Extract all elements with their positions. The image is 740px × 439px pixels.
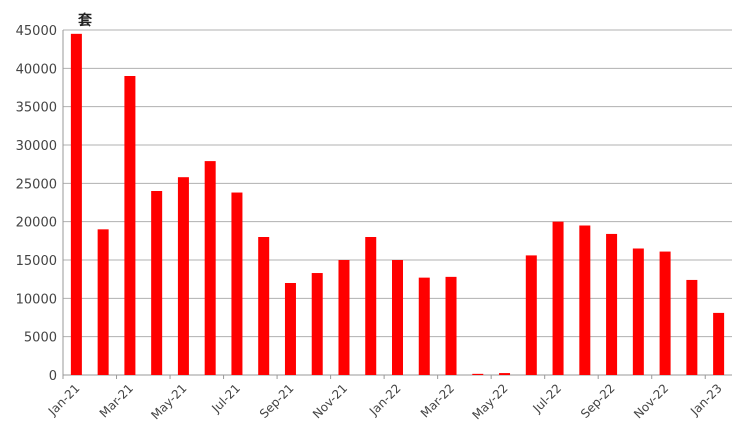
bar-May-22 bbox=[499, 373, 511, 375]
bar-Oct-21 bbox=[311, 273, 323, 375]
y-tick-label: 25000 bbox=[16, 177, 57, 192]
x-tick-label: Jul-22 bbox=[529, 381, 564, 416]
x-tick-label: Sep-21 bbox=[257, 381, 297, 421]
y-tick-label: 40000 bbox=[16, 62, 57, 77]
bar-Jan-23 bbox=[713, 312, 725, 375]
x-tick-label: Nov-21 bbox=[310, 381, 350, 421]
x-tick-label: Mar-21 bbox=[97, 381, 136, 420]
bar-Nov-21 bbox=[338, 260, 350, 375]
bar-Jun-21 bbox=[204, 161, 216, 375]
bar-Sep-21 bbox=[284, 283, 296, 375]
bar-Jul-22 bbox=[552, 221, 564, 375]
bar-Jan-21 bbox=[70, 33, 82, 375]
bar-Sep-22 bbox=[606, 233, 618, 375]
y-tick-label: 30000 bbox=[16, 139, 57, 154]
x-tick-label: May-22 bbox=[470, 381, 511, 422]
bar-May-21 bbox=[177, 177, 189, 375]
y-tick-label: 5000 bbox=[24, 331, 57, 346]
x-tick-label: Jul-21 bbox=[208, 381, 243, 416]
bar-Aug-22 bbox=[579, 225, 591, 375]
x-tick-label: May-21 bbox=[148, 381, 189, 422]
bar-Dec-21 bbox=[365, 237, 377, 375]
bar-Jun-22 bbox=[525, 255, 537, 375]
bar-Feb-21 bbox=[97, 229, 109, 375]
y-tick-label: 35000 bbox=[16, 101, 57, 116]
bar-Jan-22 bbox=[392, 260, 403, 375]
bar-Nov-22 bbox=[659, 251, 671, 375]
y-tick-label: 15000 bbox=[16, 254, 57, 269]
bar-Mar-21 bbox=[124, 76, 136, 375]
bar-Feb-22 bbox=[418, 277, 430, 375]
bar-Oct-22 bbox=[632, 248, 644, 375]
x-tick-label: Nov-22 bbox=[631, 381, 671, 421]
y-tick-label: 10000 bbox=[16, 292, 57, 307]
bar-Apr-22 bbox=[472, 373, 484, 375]
bar-Jul-21 bbox=[231, 192, 243, 375]
x-tick-label: Mar-22 bbox=[418, 381, 457, 420]
y-tick-label: 0 bbox=[49, 369, 57, 384]
bar-Aug-21 bbox=[258, 237, 270, 375]
x-tick-label: Sep-22 bbox=[578, 381, 618, 421]
bar-Dec-22 bbox=[686, 279, 698, 375]
x-tick-label: Jan-21 bbox=[45, 381, 83, 419]
bar-Apr-21 bbox=[151, 191, 163, 375]
x-tick-label: Jan-22 bbox=[366, 381, 404, 419]
x-tick-label: Jan-23 bbox=[687, 381, 725, 419]
bar-Mar-22 bbox=[445, 276, 457, 375]
y-axis-unit-label: 套 bbox=[78, 12, 92, 29]
y-tick-label: 20000 bbox=[16, 216, 57, 231]
y-tick-label: 45000 bbox=[16, 24, 57, 39]
